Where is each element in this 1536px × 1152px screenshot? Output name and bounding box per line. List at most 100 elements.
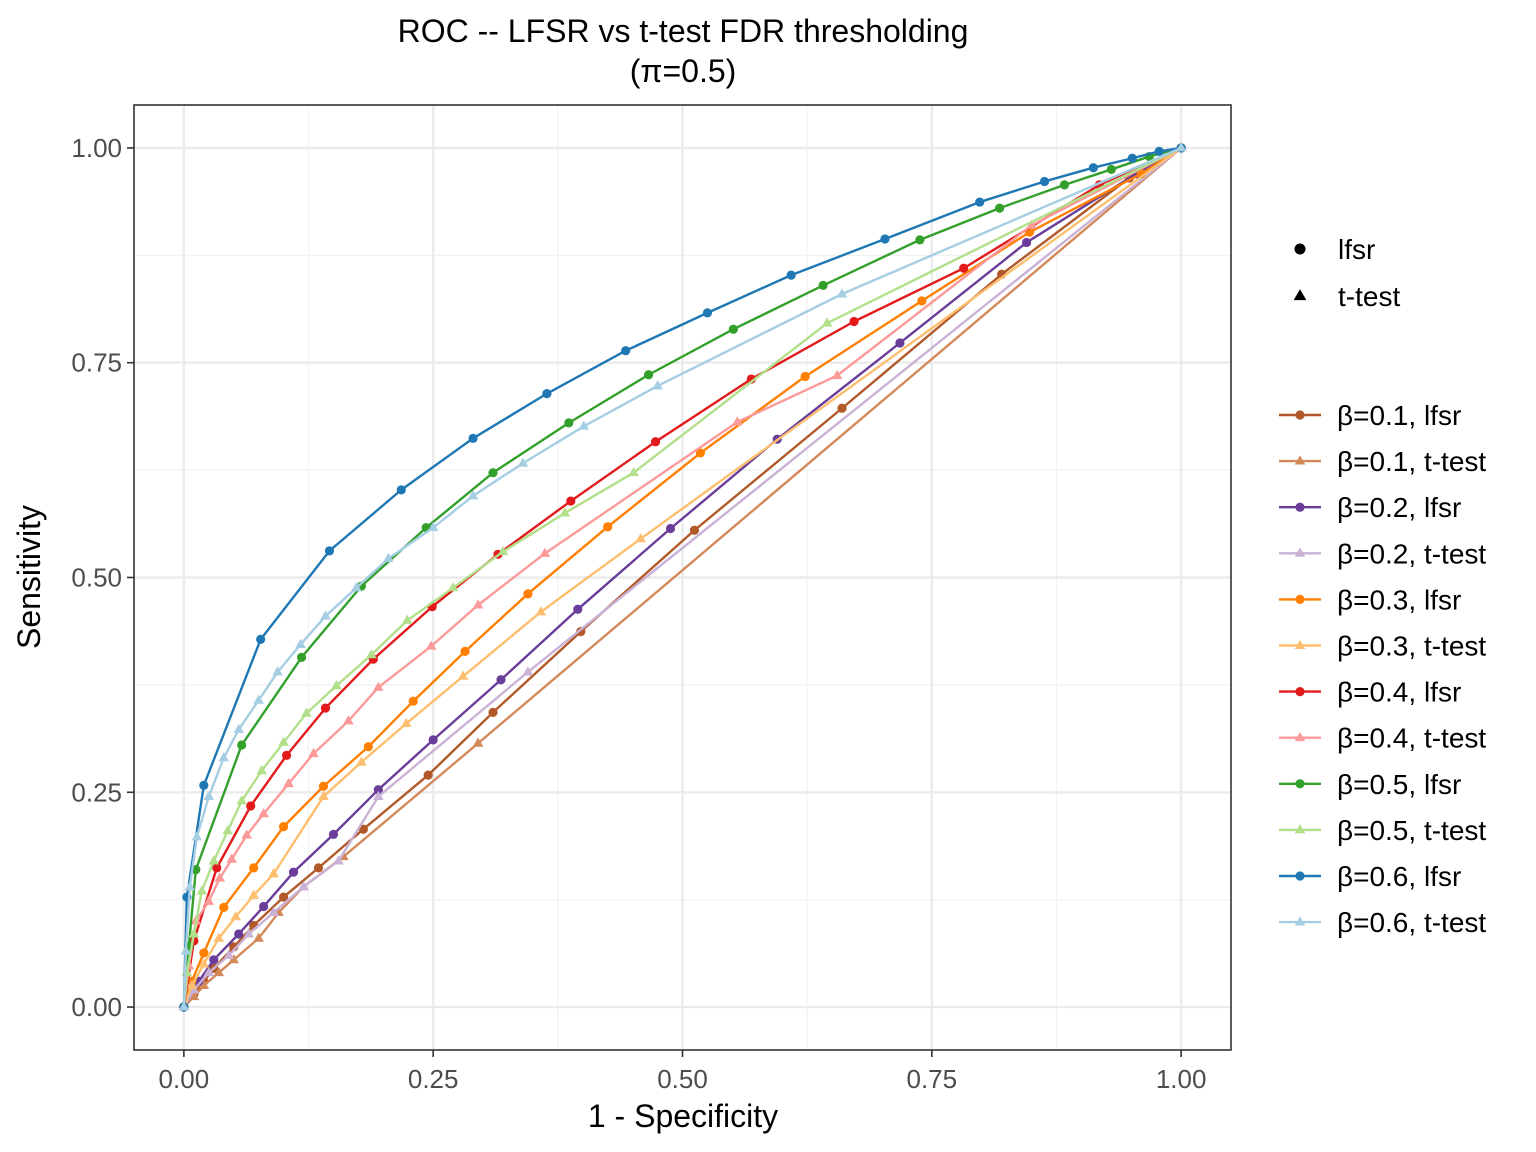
series-9-point-12 (401, 614, 413, 624)
series-10-point-8 (621, 346, 631, 356)
series-2-point-7 (373, 785, 383, 795)
series-9-point-6 (236, 795, 247, 805)
series-4 (179, 143, 1186, 1012)
y-tick-label-2: 0.50 (71, 563, 122, 593)
series-11-point-2 (184, 881, 196, 891)
legend-marker-11 (1294, 916, 1306, 926)
series-11-point-6 (233, 723, 245, 734)
series-4-point-14 (917, 296, 927, 306)
series-10-point-13 (1039, 176, 1050, 187)
series-10-point-11 (880, 234, 890, 244)
series-3-point-8 (373, 790, 384, 801)
series-line-4 (182, 146, 1182, 1008)
shape-legend-key-0 (1294, 243, 1306, 255)
series-11-point-17 (652, 380, 663, 390)
series-4-point-3 (219, 902, 229, 912)
legend-marker-0 (1295, 410, 1305, 420)
series-11-point-16 (578, 420, 590, 430)
series-9-point-8 (278, 736, 289, 746)
series-6-point-13 (959, 263, 969, 273)
legend: lfsr t-test β=0.1, lfsr β=0.1, t-test β=0.2,… (1279, 234, 1486, 938)
series-3-point-4 (243, 928, 254, 938)
series-10-point-7 (542, 389, 552, 399)
series-line-11 (182, 146, 1182, 1008)
series-0-point-7 (313, 863, 324, 873)
series-10-point-15 (1127, 153, 1137, 163)
series-7-point-11 (373, 681, 384, 691)
series-10-point-4 (324, 546, 335, 556)
series-4-point-2 (199, 948, 209, 958)
series-11-point-0 (178, 1001, 190, 1011)
series-7-point-14 (539, 547, 551, 557)
chart-title: ROC -- LFSR vs t-test FDR thresholding (398, 13, 969, 49)
series-line-10 (182, 146, 1182, 1008)
series-3-point-7 (333, 855, 344, 865)
x-tick-label-2: 0.50 (657, 1064, 708, 1094)
series-10-point-10 (786, 270, 796, 280)
series-4-point-11 (603, 522, 613, 532)
series-8-point-15 (1106, 164, 1116, 175)
series-8-point-8 (564, 418, 574, 428)
legend-label-10: β=0.6, lfsr (1337, 861, 1461, 892)
series-5-point-6 (268, 868, 279, 878)
series-5-point-8 (356, 756, 367, 766)
series-1-point-3 (213, 966, 225, 977)
series-layer (178, 142, 1187, 1012)
series-2-point-9 (496, 675, 506, 685)
series-8-point-12 (915, 235, 925, 245)
series-4-point-12 (695, 448, 706, 458)
y-axis-title: Sensitivity (11, 505, 47, 649)
series-8-point-4 (296, 652, 307, 662)
series-3-point-9 (522, 666, 534, 676)
series-6-point-12 (849, 316, 859, 327)
series-5-point-5 (248, 889, 259, 899)
series-8-point-13 (995, 203, 1005, 213)
series-7-point-3 (203, 895, 215, 905)
x-tick-label-4: 1.00 (1156, 1064, 1207, 1094)
x-tick-label-1: 0.25 (408, 1064, 459, 1094)
shape-legend-label-1: t-test (1338, 281, 1400, 312)
series-4-point-10 (523, 589, 533, 599)
series-10-point-2 (199, 780, 209, 791)
y-axis: 0.00 0.25 0.50 0.75 1.00 (71, 133, 134, 1022)
legend-marker-2 (1295, 502, 1305, 512)
series-0-point-12 (689, 525, 700, 535)
series-1-point-9 (472, 737, 484, 747)
y-tick-label-4: 1.00 (71, 133, 122, 163)
series-5 (178, 142, 1187, 1011)
legend-label-0: β=0.1, lfsr (1337, 400, 1461, 431)
series-11-point-15 (517, 457, 529, 467)
series-7-point-16 (831, 369, 843, 380)
series-1-point-2 (198, 979, 210, 990)
series-4-point-13 (800, 371, 810, 382)
series-9-point-7 (256, 765, 267, 775)
legend-marker-10 (1295, 871, 1305, 881)
series-5-point-12 (635, 533, 646, 543)
series-8-point-7 (488, 468, 498, 478)
series-2-point-4 (259, 901, 269, 912)
series-11-point-1 (180, 945, 192, 955)
series-1-point-1 (188, 990, 200, 1001)
series-11-point-5 (218, 752, 230, 762)
shape-legend-label-0: lfsr (1338, 234, 1375, 265)
legend-label-7: β=0.4, t-test (1337, 723, 1486, 754)
series-8-point-3 (237, 740, 247, 750)
series-4-point-5 (278, 822, 289, 832)
series-line-8 (182, 146, 1182, 1008)
series-11-point-10 (320, 610, 331, 620)
series-9-point-5 (222, 825, 234, 835)
series-6-point-3 (246, 801, 256, 811)
legend-label-8: β=0.5, lfsr (1337, 769, 1461, 800)
legend-marker-6 (1295, 687, 1305, 697)
y-tick-label-0: 0.00 (71, 992, 122, 1022)
series-0-point-11 (576, 627, 586, 637)
series-7-point-4 (214, 872, 226, 882)
series-0-point-8 (358, 824, 368, 834)
series-11 (178, 142, 1187, 1011)
series-11-point-12 (383, 552, 394, 563)
series-9-point-3 (196, 885, 208, 895)
legend-label-3: β=0.2, t-test (1337, 538, 1486, 569)
series-9-point-11 (366, 649, 377, 659)
legend-marker-4 (1295, 594, 1305, 605)
